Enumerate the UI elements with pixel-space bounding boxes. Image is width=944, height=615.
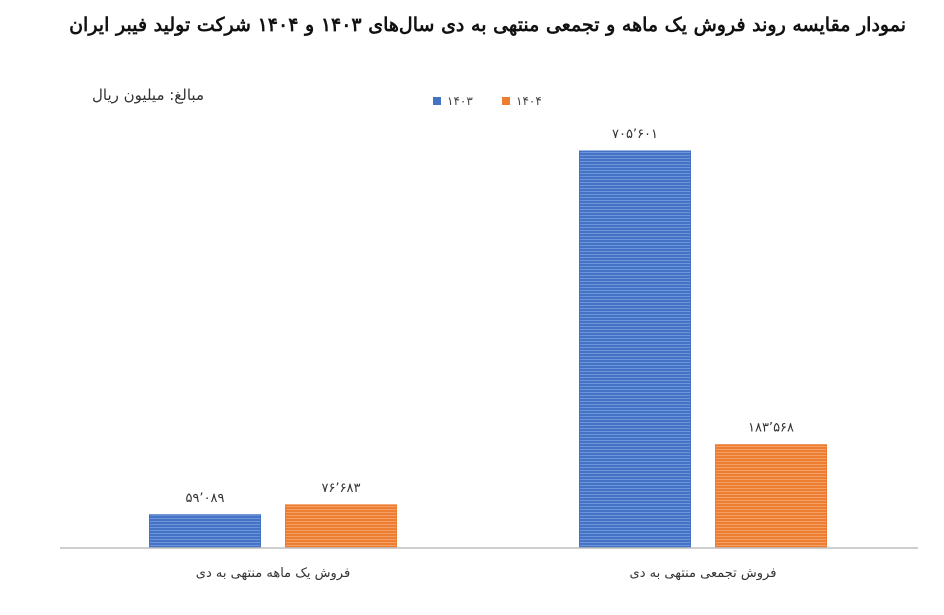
legend-label: ۱۴۰۳	[447, 94, 473, 108]
value-labels-group: ۵۹٬۰۸۹ ۷۶٬۶۸۳ ۷۰۵٬۶۰۱ ۱۸۳٬۵۶۸	[185, 127, 794, 506]
legend-label: ۱۴۰۴	[516, 94, 542, 108]
bars-group	[149, 150, 827, 549]
unit-label: مبالغ: میلیون ریال	[92, 86, 204, 104]
bar-series1-cat2	[579, 150, 691, 549]
data-label: ۱۸۳٬۵۶۸	[748, 421, 794, 436]
x-tick-label: فروش تجمعی منتهی به دی	[630, 566, 777, 581]
legend: ۱۴۰۳ ۱۴۰۴	[433, 94, 542, 108]
bar-series1-cat1	[149, 514, 261, 549]
data-label: ۷۶٬۶۸۳	[321, 481, 360, 496]
bar-series2-cat1	[285, 504, 397, 549]
data-label: ۵۹٬۰۸۹	[185, 491, 224, 506]
data-label: ۷۰۵٬۶۰۱	[612, 127, 658, 142]
chart-title: نمودار مقایسه روند فروش یک ماهه و تجمعی …	[69, 14, 906, 36]
legend-swatch	[433, 97, 441, 105]
x-tick-labels-group: فروش یک ماهه منتهی به دی فروش تجمعی منتهی…	[196, 566, 777, 581]
legend-swatch	[502, 97, 510, 105]
bar-series2-cat2	[715, 444, 827, 549]
x-tick-label: فروش یک ماهه منتهی به دی	[196, 566, 350, 581]
